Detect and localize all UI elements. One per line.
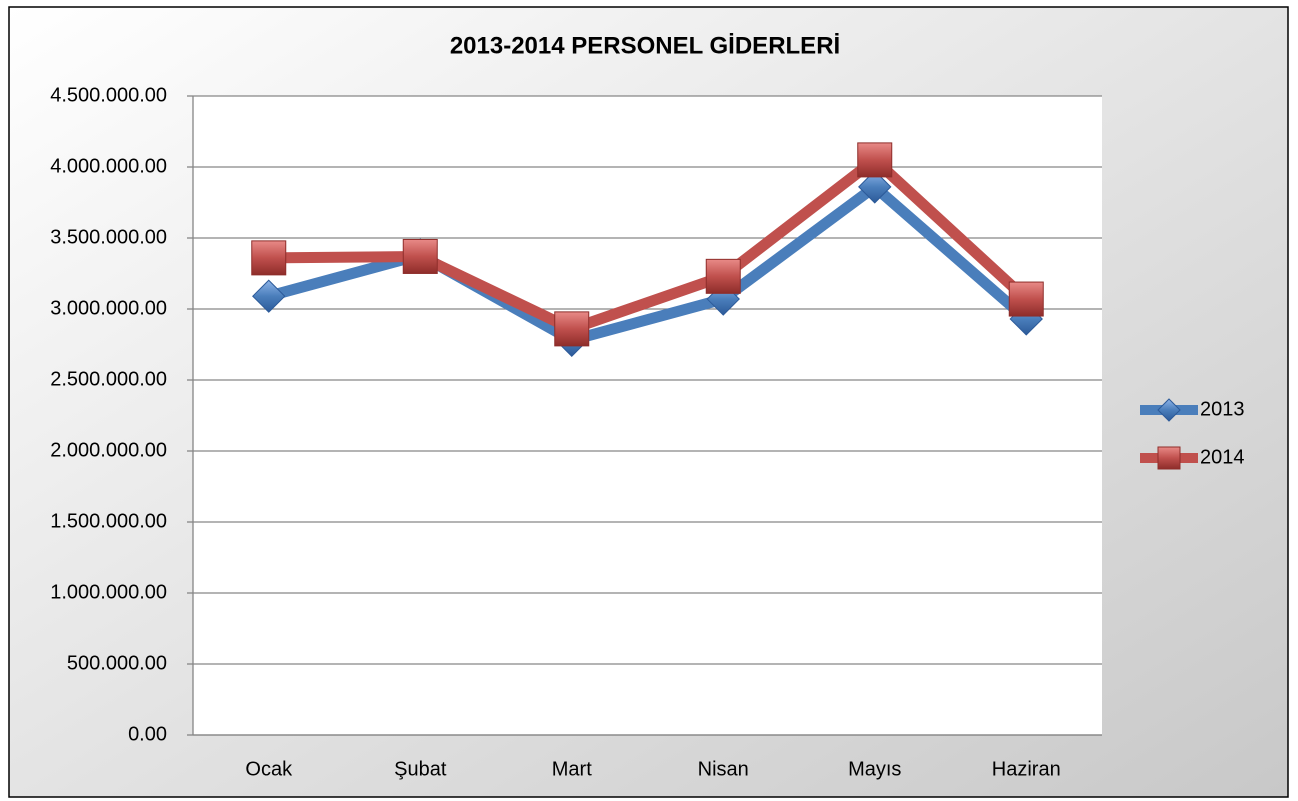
- marker: [252, 279, 286, 313]
- y-tick-label: 500.000.00: [67, 652, 167, 674]
- marker: [705, 258, 741, 294]
- chart-title: 2013-2014 PERSONEL GİDERLERİ: [450, 32, 840, 59]
- x-tick-label: Nisan: [698, 758, 749, 780]
- marker: [858, 170, 892, 204]
- y-tick-label: 3.000.000.00: [50, 297, 167, 319]
- x-tick-label: Ocak: [245, 758, 293, 780]
- legend-marker: [1157, 398, 1181, 422]
- marker: [554, 311, 590, 347]
- y-tick-label: 4.000.000.00: [50, 155, 167, 177]
- y-tick-label: 4.500.000.00: [50, 84, 167, 106]
- y-tick-label: 2.500.000.00: [50, 368, 167, 390]
- legend-label: 2014: [1200, 446, 1245, 468]
- x-tick-label: Mart: [552, 758, 592, 780]
- y-tick-label: 1.500.000.00: [50, 510, 167, 532]
- y-tick-label: 1.000.000.00: [50, 581, 167, 603]
- plot-area: [193, 96, 1102, 735]
- x-tick-label: Mayıs: [848, 758, 901, 780]
- y-tick-label: 3.500.000.00: [50, 226, 167, 248]
- marker: [857, 142, 893, 178]
- y-tick-label: 0.00: [128, 723, 167, 745]
- marker: [402, 238, 438, 274]
- y-tick-label: 2.000.000.00: [50, 439, 167, 461]
- marker: [251, 240, 287, 276]
- legend-label: 2013: [1200, 398, 1245, 420]
- legend-marker: [1157, 446, 1181, 470]
- x-tick-label: Şubat: [394, 758, 447, 780]
- series-line: [268, 154, 1030, 335]
- marker: [1008, 281, 1044, 317]
- x-tick-label: Haziran: [992, 758, 1061, 780]
